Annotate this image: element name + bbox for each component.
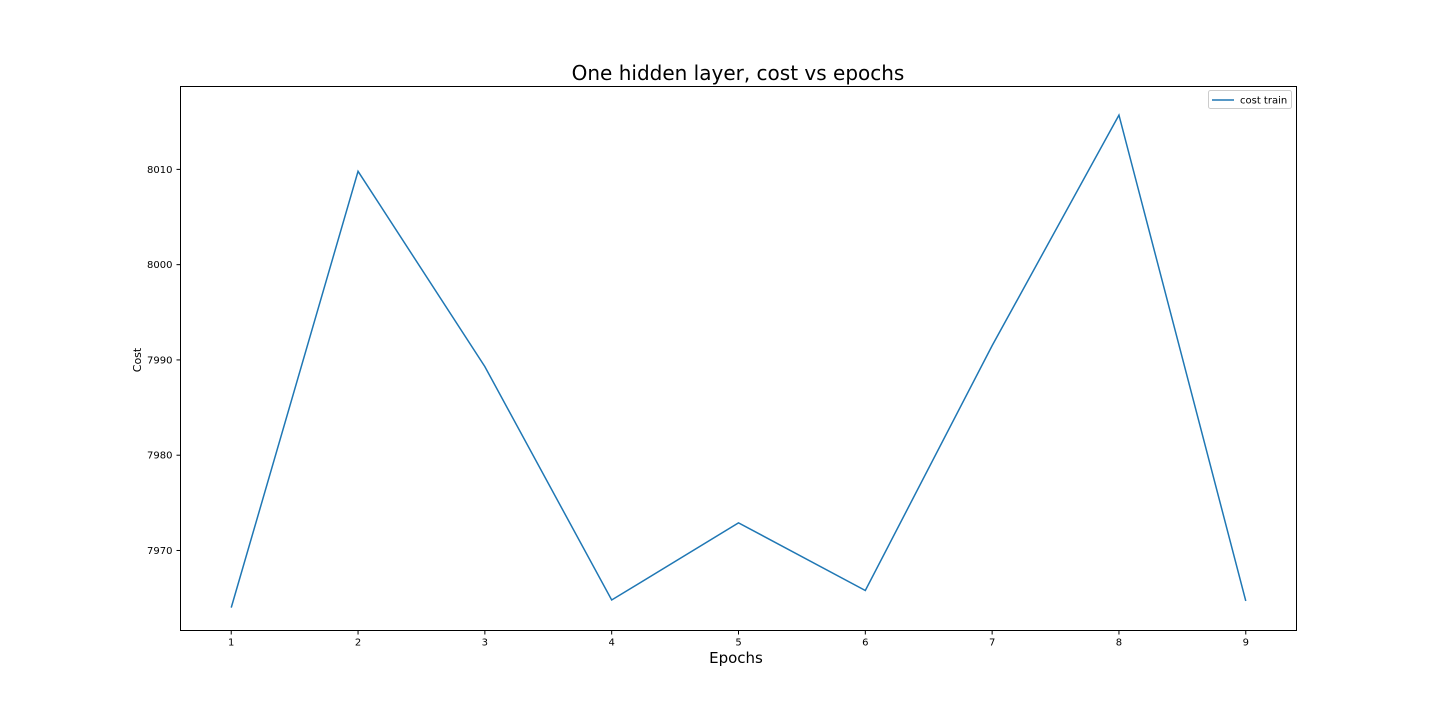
- legend-label: cost train: [1240, 96, 1287, 107]
- x-tick-label: 5: [735, 638, 741, 649]
- y-axis-label: Cost: [131, 347, 144, 372]
- x-tick-label: 4: [608, 638, 614, 649]
- x-tick-label: 7: [989, 638, 995, 649]
- x-tick-label: 1: [228, 638, 234, 649]
- y-axis-ticks: 7970 7980 7990 8000 8010: [147, 165, 181, 557]
- plot-area: [230, 113, 1247, 608]
- x-tick-label: 2: [355, 638, 361, 649]
- y-tick-label: 7990: [147, 355, 172, 366]
- x-axis-label: Epochs: [709, 649, 763, 667]
- y-tick-label: 8010: [147, 165, 172, 176]
- chart-title: One hidden layer, cost vs epochs: [572, 61, 905, 85]
- x-tick-label: 6: [862, 638, 868, 649]
- legend: cost train: [1208, 90, 1292, 109]
- x-tick-label: 3: [482, 638, 488, 649]
- y-tick-label: 7970: [147, 546, 172, 557]
- x-tick-label: 9: [1243, 638, 1249, 649]
- y-tick-label: 8000: [147, 260, 172, 271]
- x-axis-ticks: 1 2 3 4 5 6 7 8 9: [228, 630, 1249, 649]
- y-tick-label: 7980: [147, 451, 172, 462]
- x-tick-label: 8: [1116, 638, 1122, 649]
- plot-frame: [180, 86, 1297, 631]
- series-line-cost-train: [230, 113, 1247, 608]
- legend-box: [1208, 90, 1292, 109]
